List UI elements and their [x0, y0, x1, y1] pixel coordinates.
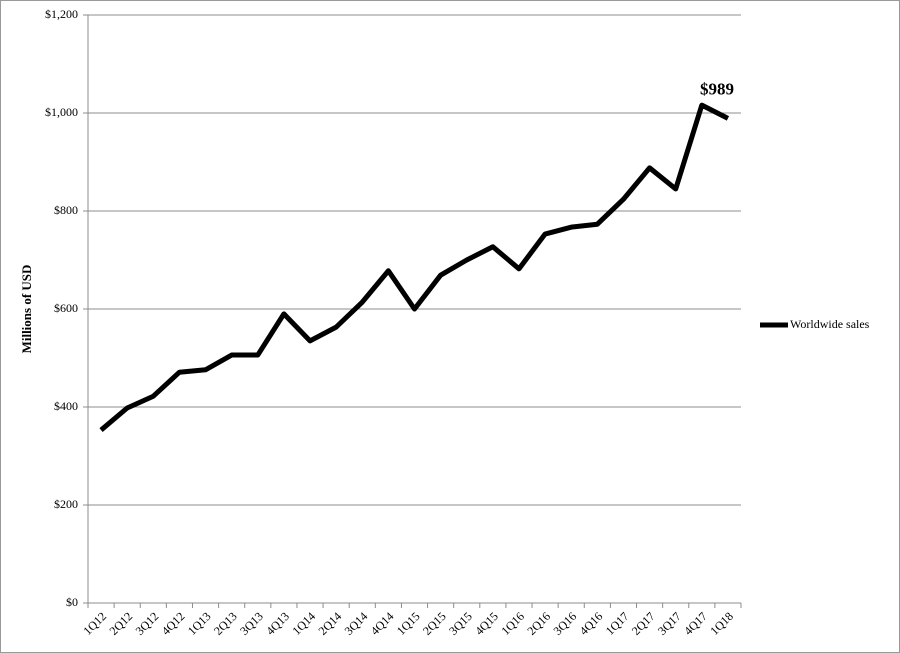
data-label: $989: [700, 79, 734, 98]
y-tick-label: $1,200: [45, 7, 78, 21]
data-line: [99, 102, 730, 432]
y-tick-label: $600: [54, 301, 78, 315]
y-tick-label: $400: [54, 399, 78, 413]
y-tick-label: $1,000: [45, 105, 78, 119]
y-tick-label: $200: [54, 497, 78, 511]
legend-label: Worldwide sales: [790, 317, 870, 331]
y-axis-title: Millions of USD: [19, 265, 34, 354]
y-tick-label: $0: [66, 595, 78, 609]
y-tick-label: $800: [54, 203, 78, 217]
